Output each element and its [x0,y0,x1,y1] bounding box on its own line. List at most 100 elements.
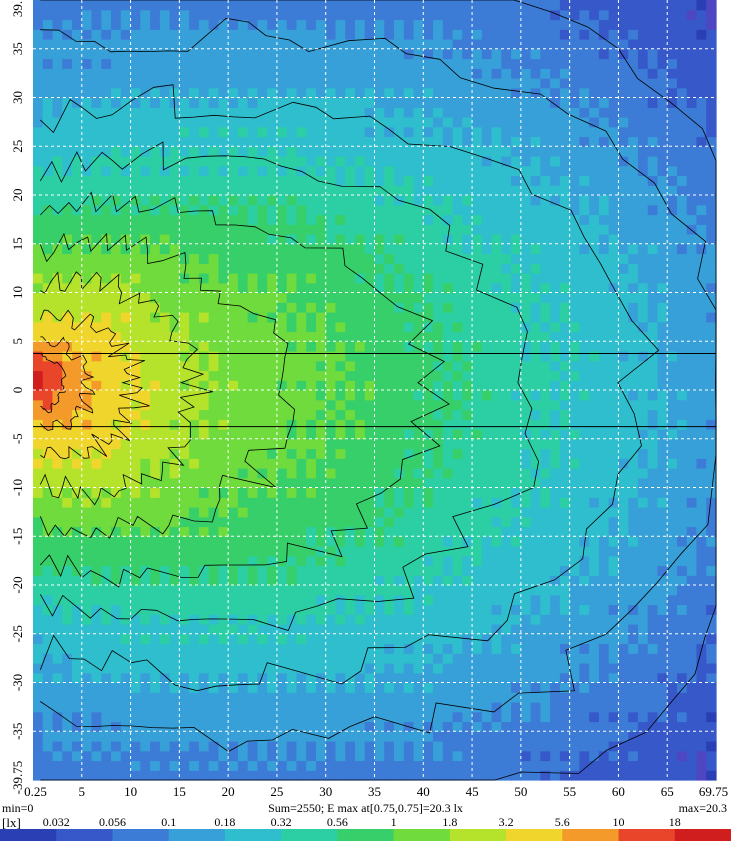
heat-cell [511,565,522,576]
heat-cell [111,68,122,79]
heat-cell [140,136,151,147]
heat-cell [628,721,639,732]
heat-cell [198,380,210,391]
heat-cell [159,594,171,606]
heat-cell [628,214,639,225]
heat-cell [198,663,210,674]
heat-cell [530,48,541,60]
heat-cell [325,48,337,60]
heat-cell [608,78,620,89]
heat-cell [403,624,415,635]
heat-cell [91,195,102,206]
heat-cell [462,331,473,342]
heat-cell [394,555,405,567]
heat-cell [179,711,190,723]
heat-cell [101,633,112,645]
heat-cell [198,604,210,615]
heat-cell [276,585,288,596]
heat-cell [608,29,620,40]
heat-cell [33,360,44,372]
heat-cell [62,175,73,186]
heat-cell [296,692,307,703]
heat-cell [130,165,141,177]
heat-cell [540,526,551,537]
heat-cell [413,731,424,742]
heat-cell [247,48,259,60]
heat-cell [52,526,63,537]
heat-cell [618,78,629,89]
heat-cell [433,692,444,703]
heat-cell [472,760,483,771]
heat-cell [140,351,151,362]
heat-cell [569,546,580,557]
heat-cell [637,663,649,674]
heat-cell [501,438,512,450]
heat-cell [637,487,649,498]
heat-cell [91,165,102,177]
heat-cell [286,692,298,703]
heat-cell [72,195,83,206]
heat-cell [481,48,493,60]
heat-cell [589,273,600,284]
heat-cell [306,360,317,372]
heat-cell [33,253,44,264]
heat-cell [111,458,122,469]
heat-cell [335,770,346,781]
heat-cell [140,731,151,742]
heat-cell [111,263,122,274]
heat-cell [374,195,385,206]
heat-cell [345,741,356,752]
heat-cell [140,156,151,167]
heat-cell [569,165,580,177]
heat-cell [296,58,307,69]
heat-cell [237,39,249,50]
heat-cell [491,253,502,264]
heat-cell [374,68,385,79]
heat-cell [550,741,561,752]
heat-cell [306,341,317,352]
heat-cell [579,438,590,450]
heat-cell [335,282,346,294]
heat-cell [345,565,356,576]
heat-cell [354,380,366,391]
heat-cell [208,643,219,654]
heat-cell [501,458,512,469]
heat-cell [42,770,54,781]
heat-cell [579,292,590,303]
heat-cell [394,341,405,352]
heat-cell [403,760,415,771]
heat-cell [452,516,463,528]
heat-cell [72,624,83,635]
heat-cell [179,331,190,342]
heat-cell [608,48,620,60]
heat-cell [637,624,649,635]
heat-cell [364,536,376,547]
heat-cell [130,195,141,206]
heat-cell [628,770,639,781]
heat-cell [530,409,541,420]
heat-cell [452,477,463,489]
heat-cell [520,546,532,557]
heat-cell [62,575,73,586]
heat-cell [218,546,229,557]
heat-cell [179,770,190,781]
heat-cell [325,565,337,576]
heat-cell [472,429,483,440]
heat-cell [579,604,590,615]
heat-cell [237,507,249,518]
heat-cell [452,292,463,303]
heat-cell [569,321,580,333]
heat-cell [150,633,161,645]
heat-cell [608,195,620,206]
heat-cell [296,672,307,684]
heat-cell [354,165,366,177]
heat-cell [472,312,483,323]
heat-cell [296,224,307,235]
heat-cell [296,331,307,342]
heat-cell [267,487,278,498]
heat-cell [520,9,532,21]
heat-cell [618,9,629,21]
heat-cell [345,624,356,635]
heat-cell [364,585,376,596]
heat-cell [286,136,298,147]
